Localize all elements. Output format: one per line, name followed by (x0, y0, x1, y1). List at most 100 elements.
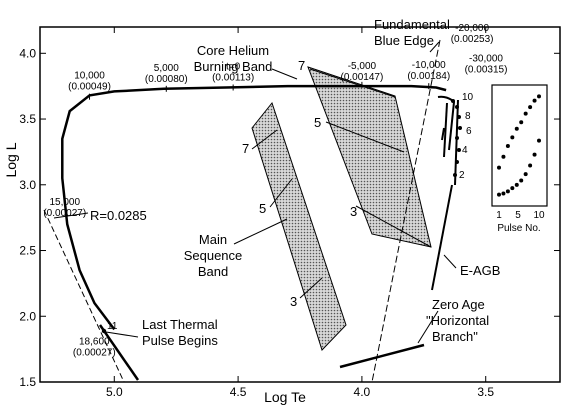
x-axis-title: Log Te (264, 389, 306, 405)
ms-mark-line-7 (251, 129, 278, 150)
zahb-leader (417, 310, 439, 344)
x-tick-label: 4.5 (230, 385, 247, 399)
blue-edge-line (371, 39, 441, 383)
ms-mark-3: 3 (290, 294, 297, 309)
inset-lower-dot (537, 138, 541, 143)
eagb-label: E-AGB (460, 263, 500, 278)
inset-upper-dot (505, 144, 510, 148)
chb-mark-5: 5 (314, 115, 321, 130)
track-mass-label: (0.00049) (68, 82, 111, 93)
track-age-label: 15,000 (49, 197, 80, 208)
y-tick-label: 3.0 (19, 178, 36, 192)
ms-label-3: Band (198, 264, 228, 279)
r-line-leader (53, 212, 89, 219)
track-age-label: -10,000 (412, 60, 446, 71)
evolution-track (61, 84, 447, 331)
axes: 5.0 4.5 4.0 3.5 1.5 2.0 2.5 3.0 3.5 4.0 (19, 27, 560, 399)
chb-mark-7: 7 (298, 58, 305, 73)
track-mass-label: (0.00253) (451, 34, 494, 45)
chb-mark-3: 3 (350, 204, 357, 219)
track-age-label: -20,000 (455, 23, 489, 34)
track-labels: 10,000(0.00049) 5,000(0.00080) t=0(0.00113… (43, 23, 507, 358)
chb-mark-line-5 (325, 121, 405, 153)
inset-upper-dot (528, 105, 533, 110)
pulse-mark-8: 8 (465, 111, 471, 122)
inset-lower-dot (519, 178, 524, 183)
track-age-label: -5,000 (348, 61, 377, 72)
track-age-label: 10,000 (74, 71, 105, 82)
pulse-mark-2: 2 (459, 170, 465, 181)
last-pulse-label-2: Pulse Begins (142, 333, 218, 348)
r-line-label: R=0.0285 (90, 208, 147, 223)
track-mass-label: (0.00027) (43, 208, 86, 219)
core-helium-burning-band (307, 66, 432, 248)
pulse-mark-6: 6 (466, 126, 472, 137)
inset-upper-dot (532, 98, 537, 103)
chb-label-2: Burning Band (194, 59, 273, 74)
blue-edge-label-2: Blue Edge (374, 33, 434, 48)
track-age-label: 5,000 (154, 63, 179, 74)
main-sequence-band (251, 101, 347, 351)
blue-edge-label-1: Fundamental (374, 17, 450, 32)
inset-lower-dot (532, 152, 537, 157)
inset-lower-dot (497, 192, 501, 197)
chb-label-1: Core Helium (197, 43, 269, 58)
zahb-label-3: Branch" (432, 329, 478, 344)
inset-lower-dot (505, 189, 510, 194)
pulse-mark-4: 4 (462, 145, 468, 156)
track-mass-label: (0.00184) (407, 71, 450, 82)
inset-upper-dot (523, 111, 528, 116)
radius-line (43, 209, 125, 383)
last-pulse-number: 11 (107, 321, 118, 332)
x-tick-label: 3.5 (477, 385, 494, 399)
inset-tick-5: 5 (515, 210, 521, 221)
zahb-line (339, 343, 425, 369)
pulse-inset: 1 5 10 Pulse No. (491, 84, 548, 234)
inset-upper-dot (510, 135, 515, 140)
chb-mark-line-7 (309, 68, 396, 98)
inset-lower-dot (514, 182, 519, 187)
inset-lower-dot (501, 191, 506, 196)
chb-leader (271, 68, 298, 80)
zahb-label-1: Zero Age (432, 297, 485, 312)
last-pulse-dot (101, 328, 107, 334)
x-tick-label: 5.0 (106, 385, 123, 399)
pulse-mark-10: 10 (462, 92, 474, 103)
ms-label-2: Sequence (184, 248, 243, 263)
track-age-label: -30,000 (469, 54, 503, 65)
track-mass-label: (0.00315) (465, 65, 508, 76)
y-tick-label: 1.5 (19, 375, 36, 389)
track-mass-label: (0.00027) (73, 348, 116, 359)
x-tick-label: 4.0 (354, 385, 371, 399)
eagb-leader (443, 254, 457, 269)
track-age-label: 18,600 (79, 337, 110, 348)
last-pulse-label-1: Last Thermal (142, 317, 218, 332)
inset-tick-10: 10 (533, 210, 545, 221)
inset-xlabel: Pulse No. (497, 223, 540, 234)
y-tick-label: 4.0 (19, 46, 36, 60)
inset-upper-dot (519, 120, 524, 125)
inset-dots (497, 94, 541, 197)
inset-lower-dot (510, 186, 515, 191)
inset-upper-dot (501, 154, 506, 159)
ms-leader (233, 218, 288, 245)
y-axis-title: Log L (3, 142, 19, 177)
ms-mark-line-5 (269, 178, 293, 208)
blue-edge-arrow-leader (429, 41, 440, 53)
inset-upper-dot (497, 165, 501, 170)
inset-upper-dot (537, 94, 541, 99)
track-mass-label: (0.00080) (145, 74, 188, 85)
ms-mark-5: 5 (259, 201, 266, 216)
track-mass-label: (0.00113) (212, 72, 254, 83)
inset-lower-dot (523, 172, 528, 177)
y-tick-label: 2.5 (19, 244, 36, 258)
ms-mark-line-3 (299, 277, 323, 299)
zahb-label-2: "Horizontal (426, 313, 489, 328)
y-tick-label: 2.0 (19, 309, 36, 323)
ms-mark-7: 7 (242, 141, 249, 156)
y-tick-label: 3.5 (19, 112, 36, 126)
last-pulse-leader (105, 331, 139, 338)
thermal-pulse-region (431, 95, 462, 291)
ms-label-1: Main (199, 232, 227, 247)
